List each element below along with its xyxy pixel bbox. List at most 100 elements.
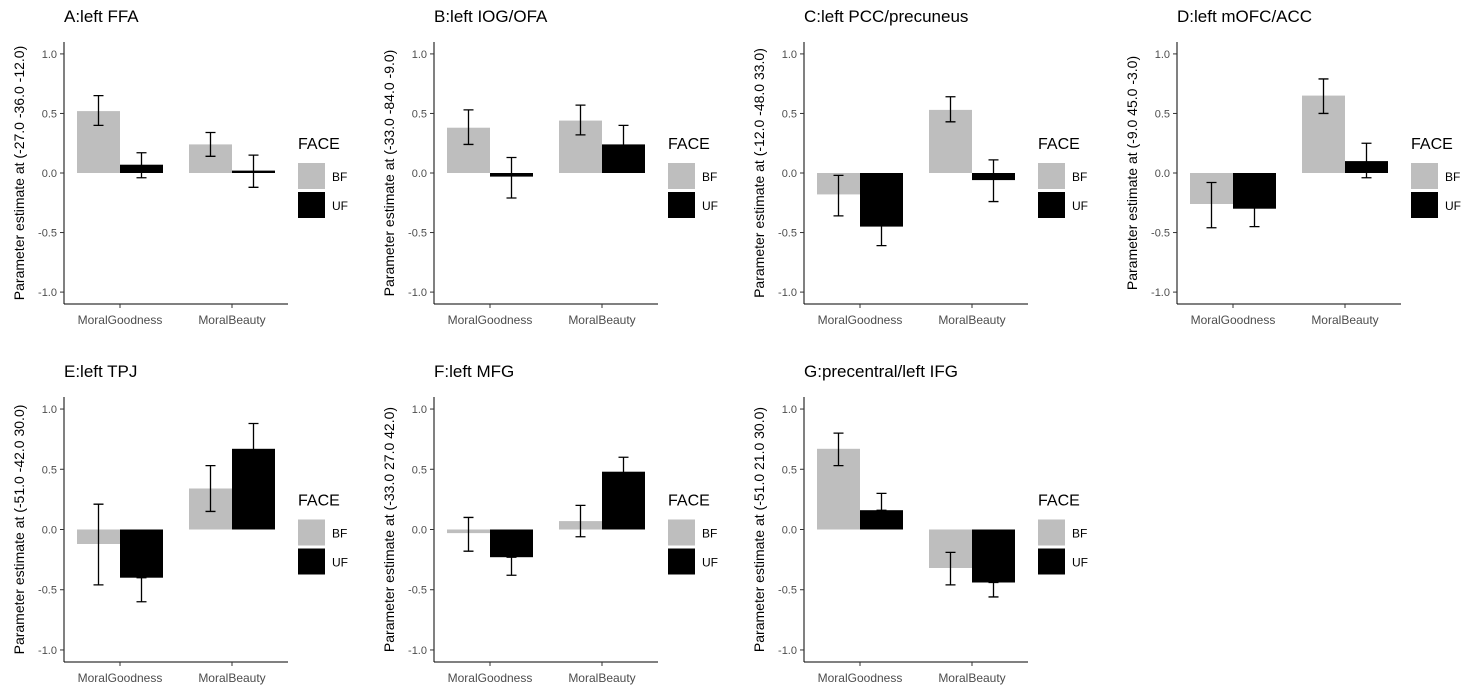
legend-key-bf <box>668 163 695 189</box>
category-label-moralbeauty: MoralBeauty <box>568 313 635 327</box>
bar-uf-moralgoodness <box>490 529 533 558</box>
legend-key-bf <box>298 519 325 546</box>
error-bar-uf-moralgoodness <box>136 152 147 179</box>
y-axis-label: Parameter estimate at (-51.0 -42.0 30.0) <box>11 405 27 655</box>
chart-panel-d: D:left mOFC/ACC Parameter estimate at (-9… <box>1124 7 1461 327</box>
error-bar-uf-moralbeauty <box>1361 142 1372 179</box>
legend-key-uf <box>298 548 325 575</box>
legend-label-uf: UF <box>332 556 348 570</box>
error-bar-bf-moralbeauty <box>575 504 586 538</box>
error-bar-uf-moralbeauty <box>248 422 259 474</box>
error-bar-uf-moralbeauty <box>618 124 629 163</box>
error-bar-bf-moralbeauty <box>205 131 216 157</box>
legend-title: FACE <box>1038 136 1080 153</box>
legend-key-uf <box>298 192 325 218</box>
y-tick-label: 0.0 <box>412 168 427 180</box>
legend-label-bf: BF <box>1072 527 1087 541</box>
category-label-moralgoodness: MoralGoodness <box>818 671 903 685</box>
category-label-moralgoodness: MoralGoodness <box>448 671 533 685</box>
error-bar-bf-moralbeauty <box>575 104 586 136</box>
error-bar-bf-moralgoodness <box>463 516 474 552</box>
category-label-moralgoodness: MoralGoodness <box>1191 313 1276 327</box>
error-bar-uf-moralbeauty <box>618 456 629 488</box>
legend-label-bf: BF <box>332 527 347 541</box>
y-tick-label: -1.0 <box>408 287 427 299</box>
legend-label-bf: BF <box>1072 170 1087 184</box>
error-bar-uf-moralgoodness <box>506 556 517 576</box>
error-bar-uf-moralbeauty <box>988 581 999 598</box>
panel-title: B:left IOG/OFA <box>434 7 548 26</box>
legend-key-uf <box>668 192 695 218</box>
panel-title: G:precentral/left IFG <box>804 362 958 381</box>
chart-panel-g: G:precentral/left IFG Parameter estimate … <box>751 362 1088 685</box>
category-label-moralgoodness: MoralGoodness <box>818 313 903 327</box>
error-bar-bf-moralgoodness <box>833 174 844 217</box>
error-bar-uf-moralgoodness <box>136 577 147 603</box>
category-label-moralgoodness: MoralGoodness <box>78 671 163 685</box>
y-tick-label: 0.0 <box>1155 168 1170 180</box>
legend-label-uf: UF <box>1072 556 1088 570</box>
legend-label-uf: UF <box>332 199 348 213</box>
y-tick-label: 1.0 <box>412 404 427 416</box>
error-bar-bf-moralbeauty <box>205 465 216 513</box>
legend-key-bf <box>1038 519 1065 546</box>
error-bar-bf-moralgoodness <box>833 432 844 467</box>
category-label-moralbeauty: MoralBeauty <box>1311 313 1378 327</box>
category-label-moralbeauty: MoralBeauty <box>938 671 1005 685</box>
error-bar-bf-moralgoodness <box>93 94 104 127</box>
legend-label-bf: BF <box>1445 170 1460 184</box>
y-tick-label: -0.5 <box>1151 228 1170 240</box>
y-axis-label: Parameter estimate at (-33.0 27.0 42.0) <box>381 407 397 652</box>
y-tick-label: 0.5 <box>782 464 797 476</box>
panel-title: F:left MFG <box>434 362 514 381</box>
panel-title: A:left FFA <box>64 7 139 26</box>
y-tick-label: 1.0 <box>42 404 57 416</box>
legend-label-uf: UF <box>702 556 718 570</box>
y-tick-label: -1.0 <box>38 287 57 299</box>
category-label-moralgoodness: MoralGoodness <box>78 313 163 327</box>
y-axis-label: Parameter estimate at (-51.0 21.0 30.0) <box>751 407 767 652</box>
y-tick-label: 0.0 <box>782 168 797 180</box>
error-bar-bf-moralbeauty <box>1318 78 1329 115</box>
y-tick-label: -0.5 <box>408 585 427 597</box>
chart-panel-c: C:left PCC/precuneus Parameter estimate a… <box>751 7 1088 327</box>
bar-uf-moralbeauty <box>972 529 1015 583</box>
legend-key-bf <box>1411 163 1438 189</box>
category-label-moralbeauty: MoralBeauty <box>938 313 1005 327</box>
bar-uf-moralgoodness <box>860 510 903 530</box>
y-tick-label: 0.5 <box>412 108 427 120</box>
y-tick-label: -0.5 <box>778 585 797 597</box>
y-axis-label: Parameter estimate at (-12.0 -48.0 33.0) <box>751 48 767 298</box>
error-bar-uf-moralgoodness <box>876 492 887 511</box>
legend-key-uf <box>1038 548 1065 575</box>
error-bar-bf-moralbeauty <box>945 551 956 586</box>
y-tick-label: 0.0 <box>42 168 57 180</box>
y-tick-label: 1.0 <box>1155 49 1170 61</box>
y-tick-label: -0.5 <box>778 228 797 240</box>
error-bar-uf-moralbeauty <box>988 159 999 203</box>
y-axis-label: Parameter estimate at (-9.0 45.0 -3.0) <box>1124 56 1140 290</box>
legend-key-uf <box>668 548 695 575</box>
y-tick-label: 0.5 <box>42 464 57 476</box>
y-tick-label: 0.0 <box>42 525 57 537</box>
y-tick-label: -0.5 <box>38 585 57 597</box>
error-bar-bf-moralgoodness <box>463 109 474 146</box>
legend-title: FACE <box>1411 136 1453 153</box>
legend-label-bf: BF <box>702 527 717 541</box>
y-tick-label: -1.0 <box>408 645 427 657</box>
chart-panel-a: A:left FFA Parameter estimate at (-27.0 -… <box>11 7 348 327</box>
legend-key-uf <box>1411 192 1438 218</box>
y-tick-label: 0.0 <box>412 525 427 537</box>
error-bar-bf-moralgoodness <box>1206 181 1217 229</box>
legend-key-bf <box>1038 163 1065 189</box>
legend-label-uf: UF <box>1445 199 1461 213</box>
legend-key-bf <box>668 519 695 546</box>
chart-panel-f: F:left MFG Parameter estimate at (-33.0 2… <box>381 362 718 685</box>
y-tick-label: 0.0 <box>782 525 797 537</box>
legend-title: FACE <box>298 136 340 153</box>
y-tick-label: 0.5 <box>412 464 427 476</box>
legend-label-bf: BF <box>332 170 347 184</box>
category-label-moralbeauty: MoralBeauty <box>198 671 265 685</box>
y-tick-label: -0.5 <box>38 228 57 240</box>
legend-title: FACE <box>1038 493 1080 510</box>
